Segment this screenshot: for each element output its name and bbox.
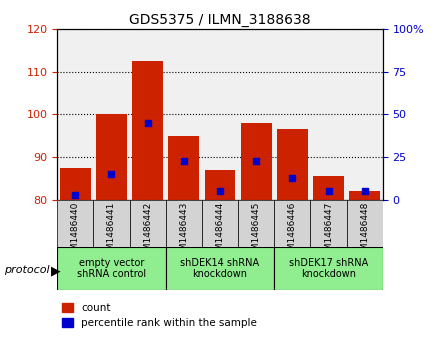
- Bar: [132, 61, 163, 200]
- Text: ▶: ▶: [51, 264, 60, 277]
- Point: [108, 171, 115, 177]
- Legend: count, percentile rank within the sample: count, percentile rank within the sample: [62, 303, 257, 328]
- Point: [180, 158, 187, 164]
- Bar: [129, 200, 166, 247]
- Bar: [169, 136, 199, 200]
- Point: [325, 188, 332, 194]
- Bar: [166, 247, 274, 290]
- Text: shDEK14 shRNA
knockdown: shDEK14 shRNA knockdown: [180, 258, 260, 280]
- Bar: [274, 200, 311, 247]
- Text: shDEK17 shRNA
knockdown: shDEK17 shRNA knockdown: [289, 258, 368, 280]
- Bar: [93, 200, 129, 247]
- Text: protocol: protocol: [4, 265, 50, 276]
- Bar: [241, 123, 271, 200]
- Text: GSM1486445: GSM1486445: [252, 202, 260, 262]
- Text: empty vector
shRNA control: empty vector shRNA control: [77, 258, 146, 280]
- Bar: [57, 247, 166, 290]
- Point: [253, 158, 260, 164]
- Bar: [57, 200, 93, 247]
- Bar: [277, 129, 308, 200]
- Point: [72, 192, 79, 198]
- Bar: [205, 170, 235, 200]
- Bar: [313, 176, 344, 200]
- Bar: [60, 168, 91, 200]
- Text: GSM1486447: GSM1486447: [324, 202, 333, 262]
- Bar: [96, 114, 127, 200]
- Bar: [238, 200, 274, 247]
- Bar: [202, 200, 238, 247]
- Text: GSM1486448: GSM1486448: [360, 202, 369, 262]
- Bar: [166, 200, 202, 247]
- Text: GSM1486440: GSM1486440: [71, 202, 80, 262]
- Bar: [347, 200, 383, 247]
- Bar: [311, 200, 347, 247]
- Text: GSM1486443: GSM1486443: [180, 202, 188, 262]
- Text: GSM1486446: GSM1486446: [288, 202, 297, 262]
- Text: GSM1486442: GSM1486442: [143, 202, 152, 262]
- Text: GSM1486441: GSM1486441: [107, 202, 116, 262]
- Point: [361, 188, 368, 194]
- Bar: [274, 247, 383, 290]
- Point: [144, 120, 151, 126]
- Point: [289, 175, 296, 181]
- Point: [216, 188, 224, 194]
- Bar: [349, 191, 380, 200]
- Text: GSM1486444: GSM1486444: [216, 202, 224, 262]
- Title: GDS5375 / ILMN_3188638: GDS5375 / ILMN_3188638: [129, 13, 311, 26]
